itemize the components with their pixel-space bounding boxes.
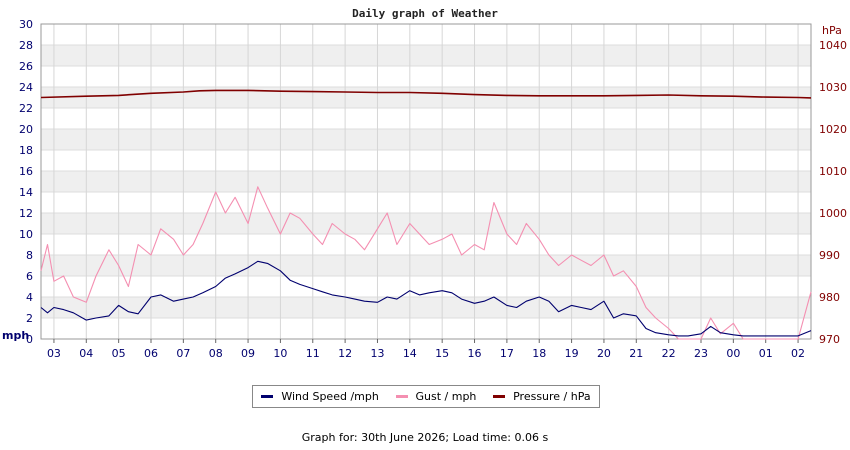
x-tick-label: 03 — [47, 347, 61, 360]
x-tick-label: 10 — [273, 347, 287, 360]
left-tick-label: 20 — [19, 123, 33, 136]
right-axis-label: hPa — [822, 24, 842, 37]
left-tick-label: 8 — [26, 249, 33, 262]
grid-band — [41, 192, 811, 213]
legend-swatch-wind — [261, 395, 274, 398]
legend-label-pressure: Pressure / hPa — [513, 390, 591, 403]
grid-band — [41, 129, 811, 150]
chart-legend: Wind Speed /mph Gust / mph Pressure / hP… — [252, 385, 600, 408]
right-tick-label: 970 — [819, 333, 840, 346]
grid-band — [41, 87, 811, 108]
series-line-2 — [40, 89, 812, 99]
x-axis-ticks: 03 04 05 06 07 08 09 10 11 12 13 14 15 16 17 18 19 20 21 22… — [47, 339, 805, 360]
x-tick-label: 01 — [759, 347, 773, 360]
x-tick-label: 13 — [370, 347, 384, 360]
plot-frame — [40, 23, 812, 340]
x-tick-label: 09 — [241, 347, 255, 360]
x-tick-label: 16 — [468, 347, 482, 360]
x-tick-label: 11 — [306, 347, 320, 360]
x-tick-label: 08 — [209, 347, 223, 360]
grid-band — [41, 108, 811, 129]
grid-band — [41, 213, 811, 234]
right-tick-label: 990 — [819, 249, 840, 262]
right-tick-label: 980 — [819, 291, 840, 304]
right-tick-label: 1040 — [819, 39, 847, 52]
grid-band — [41, 150, 811, 171]
x-tick-label: 15 — [435, 347, 449, 360]
legend-swatch-gust — [395, 395, 408, 398]
x-tick-label: 02 — [791, 347, 805, 360]
left-tick-label: 0 — [26, 333, 33, 346]
left-tick-label: 18 — [19, 144, 33, 157]
x-tick-label: 18 — [532, 347, 546, 360]
left-tick-label: 2 — [26, 312, 33, 325]
grid-band — [41, 66, 811, 87]
grid-band — [41, 255, 811, 276]
x-tick-label: 06 — [144, 347, 158, 360]
grid-band — [41, 171, 811, 192]
left-tick-label: 14 — [19, 186, 33, 199]
left-tick-label: 10 — [19, 228, 33, 241]
graph-footer: Graph for: 30th June 2026; Load time: 0.… — [301, 431, 549, 444]
x-tick-label: 05 — [112, 347, 126, 360]
left-tick-label: 24 — [19, 81, 33, 94]
left-tick-label: 12 — [19, 207, 33, 220]
x-tick-label: 19 — [565, 347, 579, 360]
x-tick-label: 14 — [403, 347, 417, 360]
legend-item-gust: Gust / mph — [395, 390, 477, 403]
right-axis-ticks: 970 980 990 1000 1010 1020 1030 1040 — [819, 39, 847, 346]
x-tick-label: 00 — [726, 347, 740, 360]
plot-bands — [41, 24, 811, 339]
x-tick-label: 21 — [629, 347, 643, 360]
legend-swatch-pressure — [493, 395, 506, 398]
right-tick-label: 1000 — [819, 207, 847, 220]
x-tick-label: 23 — [694, 347, 708, 360]
right-tick-label: 1010 — [819, 165, 847, 178]
x-tick-label: 17 — [500, 347, 514, 360]
x-tick-label: 12 — [338, 347, 352, 360]
legend-item-pressure: Pressure / hPa — [493, 390, 591, 403]
left-axis-label: mph — [2, 329, 29, 342]
x-tick-label: 04 — [79, 347, 93, 360]
right-tick-label: 1020 — [819, 123, 847, 136]
grid-band — [41, 297, 811, 318]
left-tick-label: 28 — [19, 39, 33, 52]
left-tick-label: 30 — [19, 18, 33, 31]
left-tick-label: 22 — [19, 102, 33, 115]
chart-title: Daily graph of Weather — [352, 7, 498, 20]
left-tick-label: 26 — [19, 60, 33, 73]
legend-label-wind: Wind Speed /mph — [281, 390, 379, 403]
left-tick-label: 6 — [26, 270, 33, 283]
grid-band — [41, 234, 811, 255]
series-line-1 — [40, 186, 812, 340]
x-tick-label: 22 — [662, 347, 676, 360]
grid-band — [41, 318, 811, 339]
legend-item-wind: Wind Speed /mph — [261, 390, 379, 403]
x-tick-label: 07 — [176, 347, 190, 360]
grid-band — [41, 24, 811, 45]
grid-band — [41, 276, 811, 297]
left-tick-label: 16 — [19, 165, 33, 178]
x-tick-label: 20 — [597, 347, 611, 360]
right-tick-label: 1030 — [819, 81, 847, 94]
legend-label-gust: Gust / mph — [415, 390, 477, 403]
series-line-0 — [40, 260, 812, 337]
grid-band — [41, 45, 811, 66]
series-layer — [40, 89, 812, 340]
left-tick-label: 4 — [26, 291, 33, 304]
